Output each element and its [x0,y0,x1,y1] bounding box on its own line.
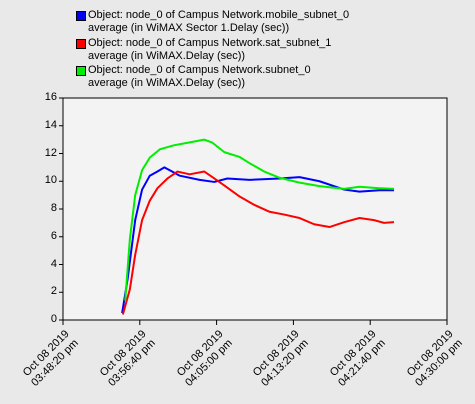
series-line [124,138,395,301]
legend-swatch [76,11,86,21]
legend-swatch [76,38,86,49]
y-tick-label: 14 [44,118,57,131]
legend-swatch [76,66,86,76]
y-tick-label: 2 [50,285,57,298]
legend-label: Object: node_0 of Campus Network.subnet_… [88,64,311,89]
legend-label: Object: node_0 of Campus Network.sat_sub… [88,36,332,62]
y-tick-label: 4 [50,257,57,270]
y-tick-label: 10 [44,174,57,187]
y-tick-label: 8 [50,202,57,214]
legend-label: Object: node_0 of Campus Network.mobile_… [88,9,350,34]
y-tick-label: 12 [44,146,57,159]
y-tick-label: 0 [50,313,57,325]
series-line [121,170,395,315]
y-tick-label: 6 [50,229,57,242]
plot-area [62,97,448,321]
y-tick-label: 16 [44,91,57,103]
